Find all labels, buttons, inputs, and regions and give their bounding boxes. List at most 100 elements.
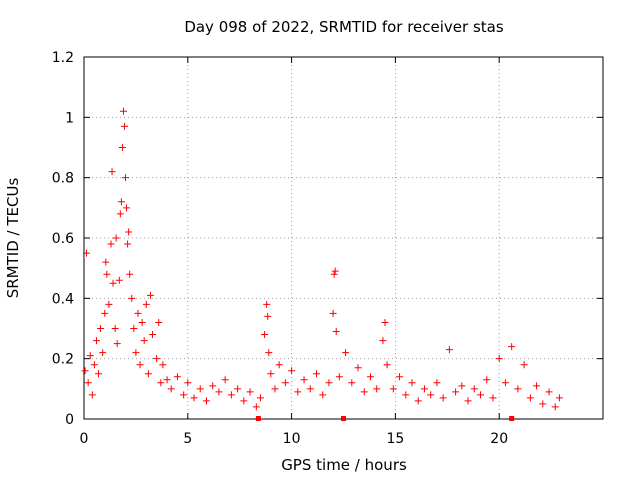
data-point — [306, 385, 314, 393]
data-point — [267, 370, 275, 378]
data-point — [111, 325, 119, 332]
data-point — [477, 391, 485, 399]
data-point — [408, 379, 416, 387]
data-point — [470, 385, 478, 393]
chart-title: Day 098 of 2022, SRMTID for receiver sta… — [184, 18, 504, 36]
data-point — [452, 388, 460, 396]
data-point — [342, 349, 350, 357]
data-point — [99, 349, 107, 357]
data-point — [140, 337, 148, 345]
data-point — [118, 144, 126, 151]
data-point — [300, 376, 308, 384]
data-point — [439, 394, 447, 402]
y-tick-label: 1 — [65, 110, 74, 126]
data-point — [132, 349, 140, 357]
y-axis-label: SRMTID / TECUs — [4, 178, 22, 299]
grid — [84, 57, 603, 419]
data-point — [483, 376, 491, 384]
data-point — [329, 309, 337, 317]
data-point — [144, 370, 152, 378]
data-point — [330, 270, 338, 278]
data-point — [252, 403, 260, 411]
data-point — [445, 346, 453, 354]
x-tick-label: 0 — [80, 431, 89, 447]
data-point — [539, 400, 547, 408]
data-point — [264, 312, 272, 320]
data-point — [265, 349, 273, 357]
data-point — [97, 325, 105, 332]
data-point — [325, 379, 333, 387]
data-point — [153, 355, 161, 363]
data-point — [84, 379, 92, 387]
data-point — [227, 391, 235, 399]
data-point — [119, 107, 127, 115]
data-point — [112, 234, 120, 242]
data-point — [81, 367, 89, 375]
data-point — [551, 403, 559, 411]
data-point — [82, 249, 90, 257]
data-point — [402, 391, 410, 399]
y-tick-label: 0.6 — [52, 231, 74, 247]
data-point — [533, 382, 541, 390]
data-point — [520, 361, 528, 369]
data-point — [332, 328, 340, 336]
data-point — [157, 379, 165, 387]
data-point — [360, 388, 368, 396]
y-tick-label: 0.4 — [52, 291, 74, 307]
data-point — [101, 309, 109, 317]
data-point — [134, 309, 142, 317]
data-point — [184, 379, 192, 387]
data-point — [354, 364, 362, 372]
data-point — [126, 270, 134, 278]
data-point — [103, 270, 111, 278]
data-point — [155, 318, 163, 326]
data-point — [146, 291, 154, 299]
data-point — [122, 174, 130, 182]
data-point — [383, 361, 391, 369]
x-tick-label: 10 — [283, 431, 301, 447]
data-point — [335, 373, 343, 381]
data-point — [271, 385, 279, 393]
data-point — [526, 394, 534, 402]
data-point — [180, 391, 188, 399]
data-point — [294, 388, 302, 396]
data-point — [196, 385, 204, 393]
data-point — [420, 385, 428, 393]
data-point — [117, 198, 125, 206]
data-point — [142, 300, 150, 308]
data-point — [514, 385, 522, 393]
y-tick-label: 0.8 — [52, 171, 74, 187]
data-point — [240, 397, 248, 405]
data-point — [123, 204, 131, 212]
data-point — [331, 267, 339, 275]
data-point — [86, 352, 94, 360]
data-point — [163, 376, 171, 384]
data-point — [102, 258, 110, 266]
data-point — [120, 122, 128, 130]
gap-marker — [255, 416, 261, 421]
data-point — [464, 397, 472, 405]
data-point — [190, 394, 198, 402]
data-point — [105, 300, 113, 308]
data-point — [433, 379, 441, 387]
data-point — [167, 385, 175, 393]
axis-ticks: 0 5 10 15 20 0 0.2 0.4 0.6 0.8 1 1.2 — [52, 50, 603, 447]
data-point — [128, 294, 136, 302]
data-point — [261, 331, 269, 339]
data-point — [256, 394, 264, 402]
gap-marker — [341, 416, 346, 421]
data-point — [107, 240, 115, 248]
data-point — [545, 388, 553, 396]
x-tick-label: 20 — [490, 431, 508, 447]
gap-markers — [255, 416, 515, 421]
data-point — [414, 397, 422, 405]
data-point — [234, 385, 242, 393]
data-point — [555, 394, 563, 402]
data-point — [138, 318, 146, 326]
data-point — [458, 382, 466, 390]
data-point — [113, 340, 121, 348]
x-axis-label: GPS time / hours — [281, 456, 407, 474]
data-point — [348, 379, 356, 387]
data-point — [173, 373, 181, 381]
